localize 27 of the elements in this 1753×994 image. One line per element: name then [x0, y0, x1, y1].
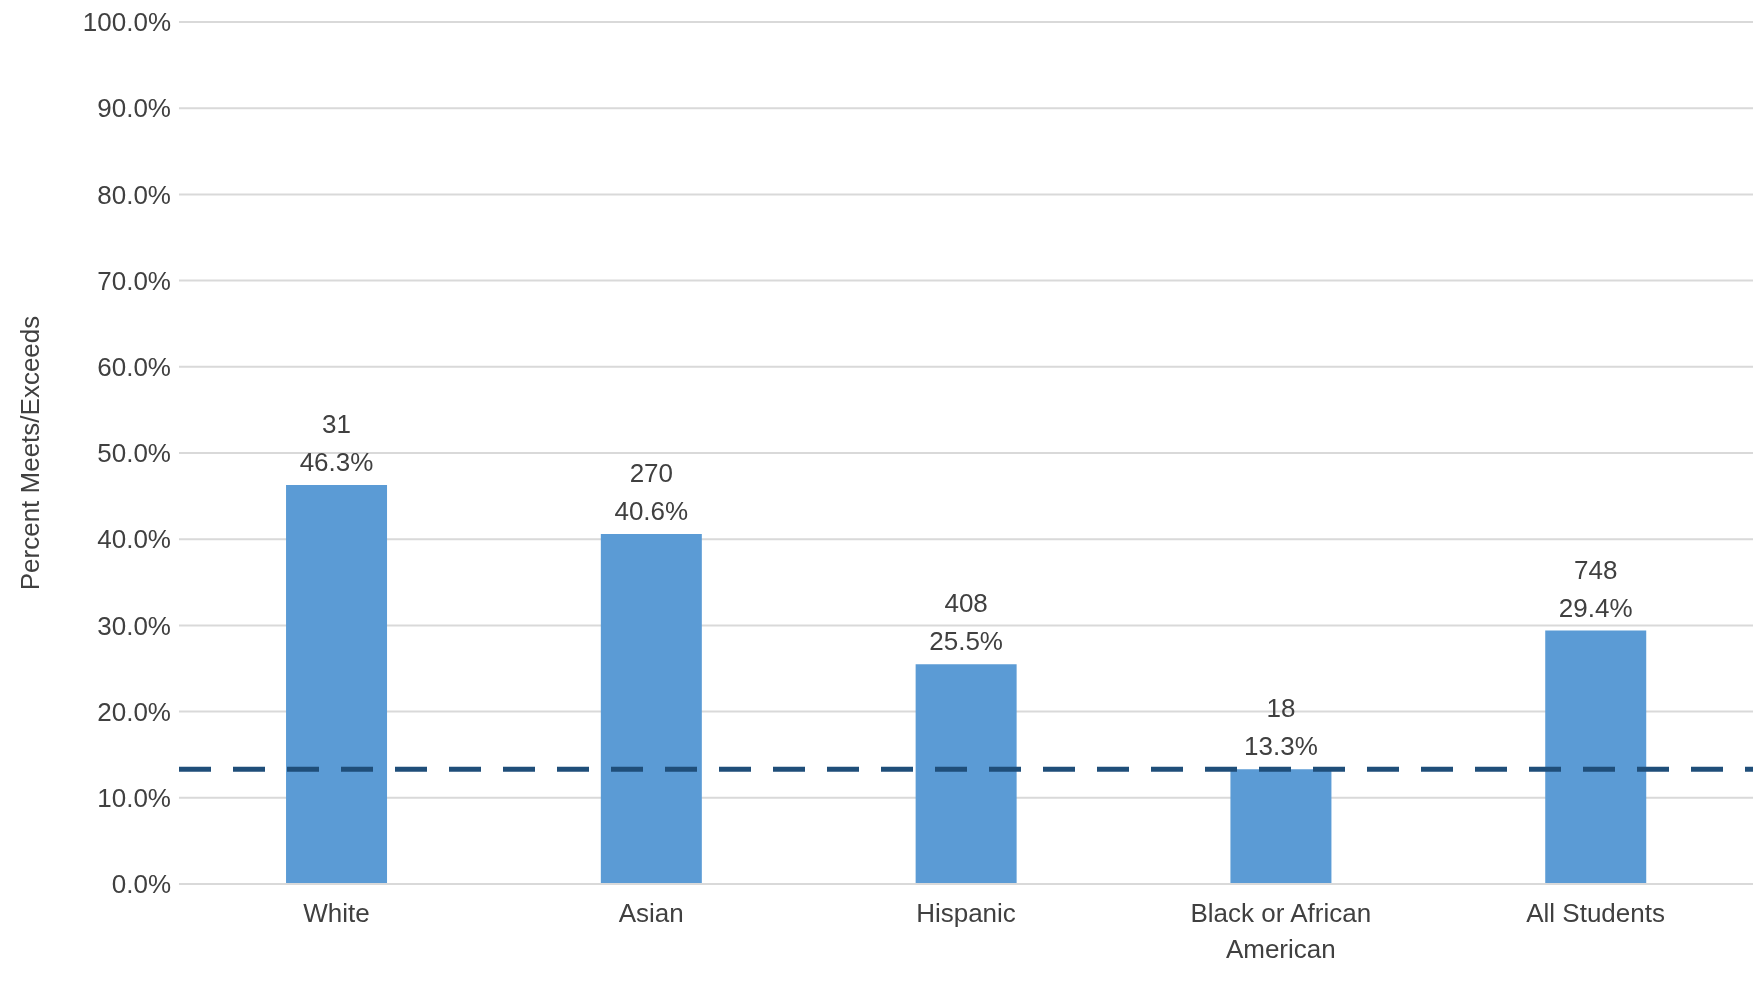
y-tick-label: 20.0% — [97, 696, 171, 727]
x-tick-label: Hispanic — [916, 898, 1016, 928]
y-tick-label: 50.0% — [97, 438, 171, 469]
data-label: 270 40.6% — [614, 458, 689, 527]
bar — [600, 534, 702, 884]
y-tick-label: 80.0% — [97, 179, 171, 210]
y-tick-label: 10.0% — [97, 783, 171, 814]
y-tick-label: 100.0% — [82, 7, 171, 38]
bar — [1230, 769, 1332, 884]
x-tick-label: White — [303, 898, 370, 928]
y-tick-label: 0.0% — [111, 869, 171, 900]
bar — [286, 484, 388, 884]
y-tick-label: 30.0% — [97, 610, 171, 641]
bar — [1545, 630, 1647, 884]
data-label: 18 13.3% — [1244, 693, 1318, 762]
y-tick-label: 40.0% — [97, 524, 171, 555]
data-label: 748 29.4% — [1558, 554, 1633, 623]
y-tick-label: 90.0% — [97, 93, 171, 124]
bar — [915, 664, 1017, 884]
y-tick-label: 70.0% — [97, 265, 171, 296]
data-label: 408 25.5% — [929, 588, 1003, 657]
y-tick-label: 60.0% — [97, 352, 171, 383]
x-tick-label: Asian — [618, 898, 684, 928]
x-tick-label: All Students — [1526, 898, 1665, 928]
x-tick-label: Black or African American — [1190, 898, 1372, 964]
y-axis-title: Percent Meets/Exceeds — [15, 315, 46, 591]
data-label: 31 46.3% — [299, 408, 374, 477]
